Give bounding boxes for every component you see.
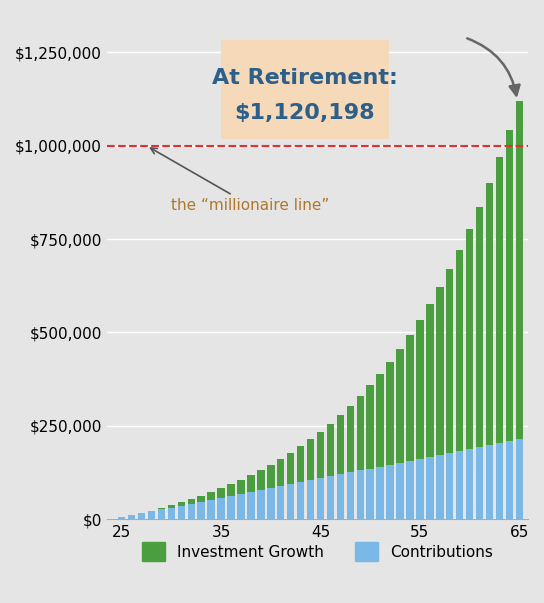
Bar <box>476 447 483 519</box>
Bar <box>207 500 215 519</box>
Bar <box>486 445 493 519</box>
Bar <box>516 101 523 439</box>
Bar <box>396 349 404 463</box>
Bar <box>158 510 165 519</box>
Bar <box>197 502 205 519</box>
Bar <box>486 183 493 445</box>
Bar <box>496 443 503 519</box>
Bar <box>218 488 225 497</box>
Bar <box>297 446 304 482</box>
Bar <box>317 432 324 478</box>
Bar <box>456 250 463 451</box>
Legend: Investment Growth, Contributions: Investment Growth, Contributions <box>136 536 499 567</box>
Bar <box>416 320 424 459</box>
Bar <box>277 486 285 519</box>
Bar <box>277 459 285 486</box>
Bar <box>128 516 135 519</box>
Bar <box>177 505 185 519</box>
Bar <box>267 488 275 519</box>
Bar <box>416 459 424 519</box>
Bar <box>347 406 354 472</box>
Bar <box>386 362 394 465</box>
Bar <box>168 505 175 508</box>
Bar <box>227 484 234 496</box>
Bar <box>188 504 195 519</box>
Text: At Retirement:: At Retirement: <box>212 68 398 88</box>
Bar <box>218 497 225 519</box>
Bar <box>267 465 275 488</box>
Bar <box>307 439 314 480</box>
Bar <box>337 415 344 475</box>
Bar <box>247 492 255 519</box>
Bar <box>237 480 245 494</box>
Bar <box>327 476 334 519</box>
Bar <box>406 461 413 519</box>
Text: the “millionaire line”: the “millionaire line” <box>151 148 330 213</box>
Bar <box>227 496 234 519</box>
Bar <box>297 482 304 519</box>
Bar <box>197 496 205 502</box>
Bar <box>168 508 175 519</box>
Bar <box>207 492 215 500</box>
Bar <box>327 424 334 476</box>
Bar <box>367 385 374 469</box>
Bar <box>436 288 443 455</box>
Bar <box>446 453 454 519</box>
Bar <box>376 467 384 519</box>
Bar <box>466 229 473 449</box>
Bar <box>307 480 314 519</box>
FancyBboxPatch shape <box>220 40 389 139</box>
Bar <box>396 463 404 519</box>
Bar <box>177 502 185 505</box>
Bar <box>237 494 245 519</box>
Bar <box>138 513 145 519</box>
Bar <box>456 451 463 519</box>
Bar <box>287 484 294 519</box>
Bar <box>317 478 324 519</box>
Bar <box>287 453 294 484</box>
Bar <box>347 472 354 519</box>
Text: $1,120,198: $1,120,198 <box>234 103 375 124</box>
Bar <box>376 374 384 467</box>
Bar <box>505 441 513 519</box>
Bar <box>257 470 264 490</box>
Bar <box>446 269 454 453</box>
Bar <box>426 305 434 457</box>
Bar <box>406 335 413 461</box>
Bar <box>257 490 264 519</box>
Bar <box>356 470 364 519</box>
Bar <box>426 457 434 519</box>
Bar <box>356 396 364 470</box>
Bar <box>188 499 195 504</box>
Bar <box>148 511 155 519</box>
Bar <box>505 130 513 441</box>
Bar <box>158 508 165 510</box>
Bar <box>516 439 523 519</box>
Bar <box>337 475 344 519</box>
Bar <box>496 157 503 443</box>
Bar <box>466 449 473 519</box>
Bar <box>118 517 125 519</box>
Bar <box>476 207 483 447</box>
Bar <box>367 469 374 519</box>
Bar <box>436 455 443 519</box>
Bar <box>247 475 255 492</box>
Bar <box>386 465 394 519</box>
